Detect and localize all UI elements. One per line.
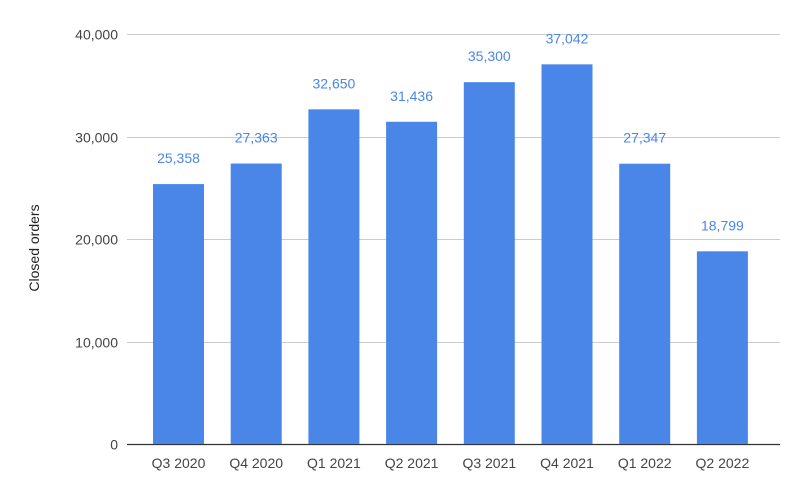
bar bbox=[386, 121, 438, 444]
y-tick-label: 30,000 bbox=[75, 130, 118, 146]
y-tick-label: 0 bbox=[110, 437, 118, 453]
data-label: 31,436 bbox=[390, 88, 433, 104]
bar bbox=[619, 163, 671, 445]
bar bbox=[153, 184, 204, 444]
data-label: 18,799 bbox=[701, 217, 744, 233]
x-tick-label: Q2 2022 bbox=[696, 455, 750, 471]
bar bbox=[696, 251, 748, 444]
bars bbox=[153, 64, 748, 445]
y-tick-label: 20,000 bbox=[75, 232, 118, 248]
x-tick-label: Q3 2020 bbox=[152, 455, 206, 471]
data-label: 25,358 bbox=[157, 150, 200, 166]
bar bbox=[230, 163, 282, 445]
y-axis-title: Closed orders bbox=[26, 204, 42, 291]
bar bbox=[541, 64, 593, 444]
data-label: 35,300 bbox=[468, 48, 511, 64]
data-label: 32,650 bbox=[312, 75, 355, 91]
data-labels: 25,358 27,363 32,650 31,436 35,300 37,042 27,3… bbox=[157, 30, 744, 233]
x-axis-ticks: Q3 2020 Q4 2020 Q1 2021 Q2 2021 Q3 2021 Q4 20… bbox=[152, 455, 750, 471]
x-tick-label: Q1 2022 bbox=[618, 455, 672, 471]
bar bbox=[308, 109, 360, 445]
x-tick-label: Q1 2021 bbox=[307, 455, 361, 471]
data-label: 37,042 bbox=[546, 30, 589, 46]
bar bbox=[463, 82, 515, 445]
x-tick-label: Q4 2021 bbox=[540, 455, 594, 471]
gridlines bbox=[127, 34, 780, 446]
y-tick-label: 10,000 bbox=[75, 335, 118, 351]
x-tick-label: Q3 2021 bbox=[462, 455, 516, 471]
x-tick-label: Q4 2020 bbox=[229, 455, 283, 471]
x-tick-label: Q2 2021 bbox=[385, 455, 439, 471]
data-label: 27,363 bbox=[235, 130, 278, 146]
y-axis-ticks: 0 10,000 20,000 30,000 40,000 bbox=[75, 27, 118, 453]
data-label: 27,347 bbox=[623, 130, 666, 146]
y-tick-label: 40,000 bbox=[75, 27, 118, 43]
